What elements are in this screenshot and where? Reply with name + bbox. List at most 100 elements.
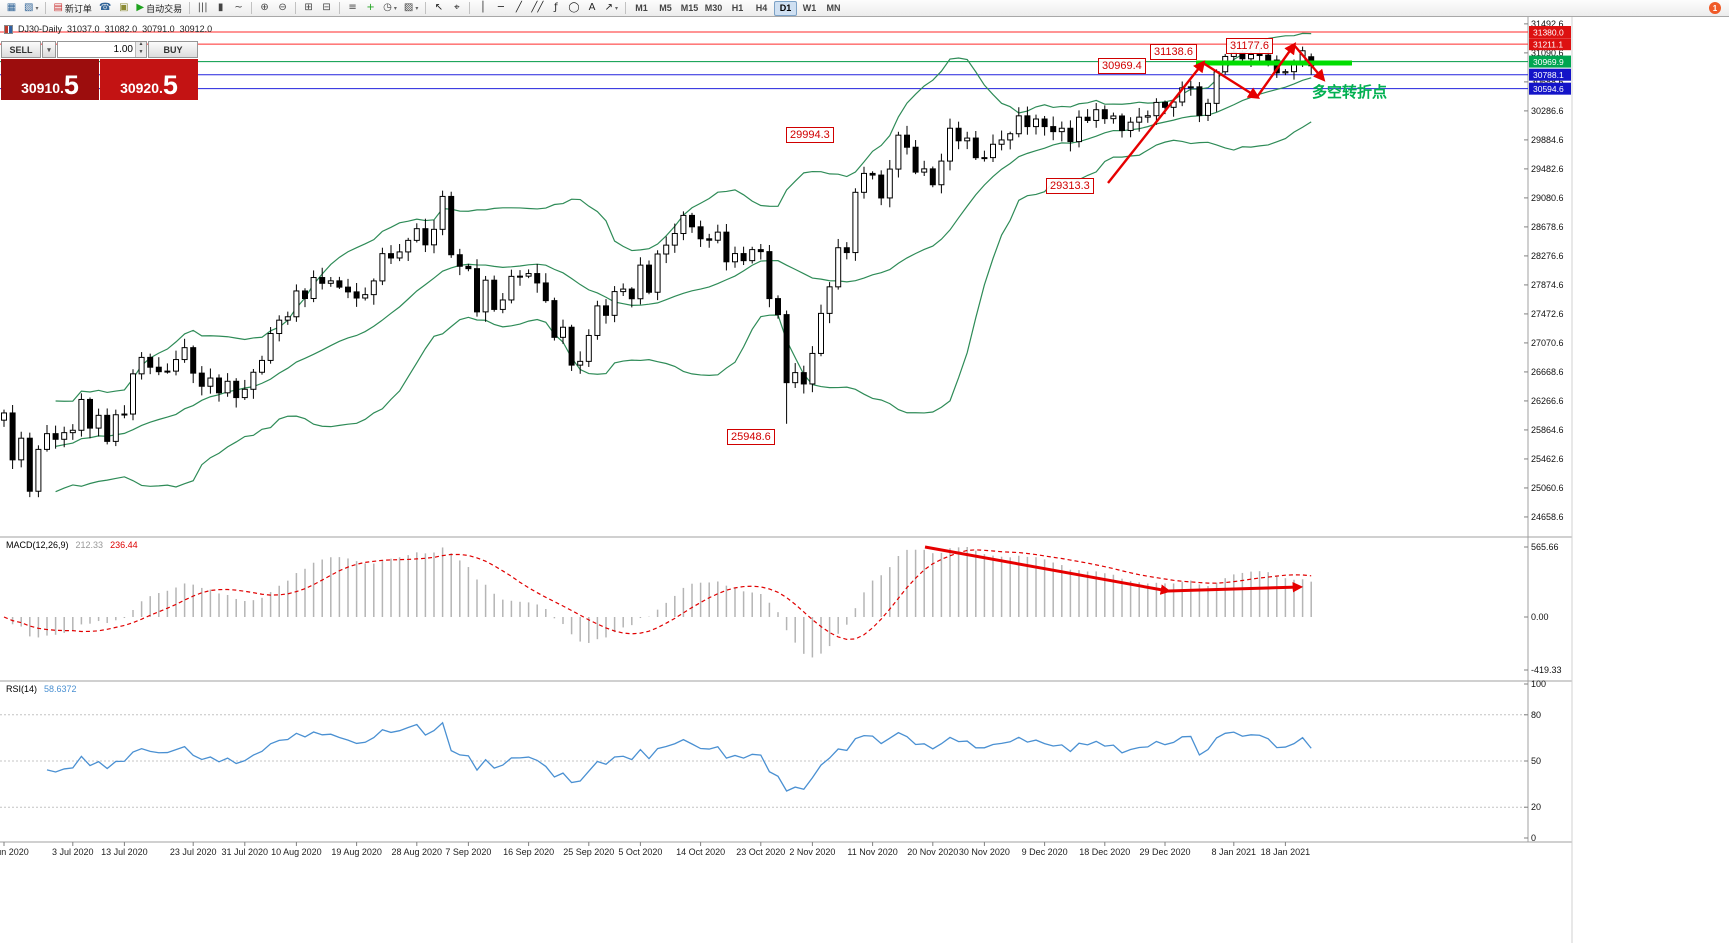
- price-annotation-box[interactable]: 30969.4: [1098, 58, 1146, 74]
- cursor-tool-button[interactable]: ↖: [430, 1, 447, 16]
- timeframe-d1[interactable]: D1: [774, 0, 797, 16]
- shapes-tool-button[interactable]: ◯: [565, 1, 582, 16]
- volume-down-button[interactable]: ▼: [136, 49, 146, 57]
- svg-text:31090.6: 31090.6: [1531, 48, 1564, 58]
- svg-text:31211.1: 31211.1: [1533, 40, 1563, 50]
- svg-text:0.00: 0.00: [1531, 612, 1549, 622]
- timeframe-h4[interactable]: H4: [755, 3, 768, 13]
- price-annotation-box[interactable]: 29313.3: [1046, 178, 1094, 194]
- arrows-tool-button[interactable]: ↗ ▾: [602, 1, 621, 16]
- bar-chart-icon: |||: [197, 2, 208, 13]
- profiles-button[interactable]: ▧ ▾: [21, 1, 41, 16]
- indicators-list-button[interactable]: ≡: [344, 1, 361, 16]
- time-axis[interactable]: [0, 842, 1528, 864]
- cursor-tool-icon: ↖: [434, 2, 444, 13]
- notification-badge[interactable]: 1: [1709, 2, 1721, 14]
- svg-text:23 Jun 2020: 23 Jun 2020: [0, 847, 29, 857]
- trend-arrow[interactable]: [1107, 60, 1206, 184]
- templates-button[interactable]: ▨ ▾: [401, 1, 421, 16]
- svg-text:27472.6: 27472.6: [1531, 309, 1564, 319]
- svg-text:8 Jan 2021: 8 Jan 2021: [1212, 847, 1257, 857]
- chart-canvas[interactable]: 31492.6 31090.6 30688.6 30286.6 29884.6 29482…: [0, 17, 1729, 943]
- price-annotation-box[interactable]: 25948.6: [727, 429, 775, 445]
- toolbar-separator: [251, 2, 253, 14]
- zoom-out-button[interactable]: ⊖: [274, 1, 291, 16]
- horizontal-line-tool-button[interactable]: ─: [492, 1, 509, 16]
- macd-main-value: 212.33: [75, 540, 104, 550]
- autotrading-button[interactable]: ▶ 自动交易: [133, 1, 185, 16]
- dropdown-arrow-icon: ▾: [614, 5, 618, 12]
- crosshair-tool-button[interactable]: ⌖: [448, 1, 465, 16]
- metaeditor-button[interactable]: ▣: [115, 1, 132, 16]
- trend-arrow[interactable]: [1202, 61, 1261, 99]
- line-chart-icon: ~: [234, 2, 243, 13]
- sell-button[interactable]: SELL: [1, 41, 41, 58]
- price-annotation-box[interactable]: 31177.6: [1226, 38, 1273, 54]
- svg-text:7 Sep 2020: 7 Sep 2020: [445, 847, 491, 857]
- svg-text:28678.6: 28678.6: [1531, 222, 1564, 232]
- ohlc-close: 30912.0: [179, 24, 213, 34]
- tile-windows-button[interactable]: ⊞: [300, 1, 317, 16]
- new-chart-button[interactable]: ▦: [3, 1, 20, 16]
- svg-text:23 Oct 2020: 23 Oct 2020: [736, 847, 785, 857]
- price-axis[interactable]: [1528, 17, 1572, 842]
- text-tool-button[interactable]: A: [584, 1, 601, 16]
- svg-text:80: 80: [1531, 710, 1541, 720]
- price-annotation-box[interactable]: 31138.6: [1150, 44, 1197, 60]
- add-indicator-button[interactable]: +: [362, 1, 379, 16]
- chart-window[interactable]: 31492.6 31090.6 30688.6 30286.6 29884.6 29482…: [0, 17, 1729, 943]
- macd-trend-arrow[interactable]: [1167, 581, 1304, 593]
- new-order-button[interactable]: ▤ 新订单: [50, 1, 94, 16]
- timeframe-m1[interactable]: M1: [635, 3, 648, 13]
- dropdown-arrow-icon: ▾: [35, 5, 39, 12]
- vertical-line-tool-button[interactable]: │: [474, 1, 491, 16]
- support-chat-icon: ☎: [98, 2, 112, 13]
- cascade-windows-icon: ⊟: [322, 2, 331, 13]
- timeframe-m5[interactable]: M5: [659, 3, 672, 13]
- timeframe-mn[interactable]: MN: [826, 3, 841, 13]
- rsi-label: RSI(14) 58.6372: [6, 684, 77, 694]
- turning-point-label[interactable]: 多空转折点: [1312, 83, 1388, 101]
- macd-trend-arrow[interactable]: [924, 545, 1172, 595]
- chart-annotations[interactable]: [1107, 42, 1352, 184]
- cascade-windows-button[interactable]: ⊟: [318, 1, 335, 16]
- trend-arrow[interactable]: [1293, 44, 1326, 82]
- buy-price-button[interactable]: 30920. 5: [100, 59, 198, 100]
- timeframe-m30[interactable]: M30: [704, 3, 723, 13]
- timeframe-w1[interactable]: W1: [802, 3, 817, 13]
- macd-signal-line: [3, 549, 1312, 640]
- order-type-dropdown[interactable]: ▾: [42, 41, 56, 58]
- macd-axis-labels: 565.66 0.00 -419.33: [1524, 542, 1562, 675]
- timeframe-m15[interactable]: M15: [680, 3, 699, 13]
- channel-tool-button[interactable]: ╱╱: [528, 1, 546, 16]
- shapes-tool-icon: ◯: [568, 2, 580, 13]
- sell-price-button[interactable]: 30910. 5: [1, 59, 99, 100]
- toolbar-separator: [625, 2, 626, 14]
- periods-dropdown-button[interactable]: ◷ ▾: [380, 1, 400, 16]
- horizontal-level-lines[interactable]: [0, 31, 1528, 90]
- svg-text:28276.6: 28276.6: [1531, 251, 1564, 261]
- volume-up-button[interactable]: ▲: [136, 42, 146, 50]
- buy-button[interactable]: BUY: [148, 41, 198, 58]
- arrows-tool-icon: ↗: [604, 2, 613, 13]
- candlestick-chart-button[interactable]: ▮: [212, 1, 229, 16]
- trendline-tool-button[interactable]: ╱: [510, 1, 527, 16]
- volume-input[interactable]: [58, 42, 135, 57]
- svg-text:31380.0: 31380.0: [1533, 28, 1564, 38]
- timeframe-h1[interactable]: H1: [731, 3, 744, 13]
- svg-text:5 Oct 2020: 5 Oct 2020: [618, 847, 662, 857]
- line-chart-button[interactable]: ~: [230, 1, 247, 16]
- svg-text:30788.1: 30788.1: [1533, 70, 1564, 80]
- svg-text:30286.6: 30286.6: [1531, 106, 1564, 116]
- candles-layer[interactable]: [1, 46, 1315, 498]
- price-annotation-box[interactable]: 29994.3: [786, 127, 834, 143]
- sell-price-prefix: 30910.: [21, 80, 64, 96]
- zoom-in-button[interactable]: ⊕: [256, 1, 273, 16]
- bar-chart-button[interactable]: |||: [194, 1, 211, 16]
- fibonacci-tool-button[interactable]: ƒ: [547, 1, 564, 16]
- ohlc-low: 30791.0: [142, 24, 175, 34]
- new-order-icon: ▤: [53, 2, 63, 13]
- toolbar-separator: [469, 2, 471, 14]
- support-chat-button[interactable]: ☎: [96, 1, 114, 16]
- trend-arrow[interactable]: [1256, 42, 1297, 98]
